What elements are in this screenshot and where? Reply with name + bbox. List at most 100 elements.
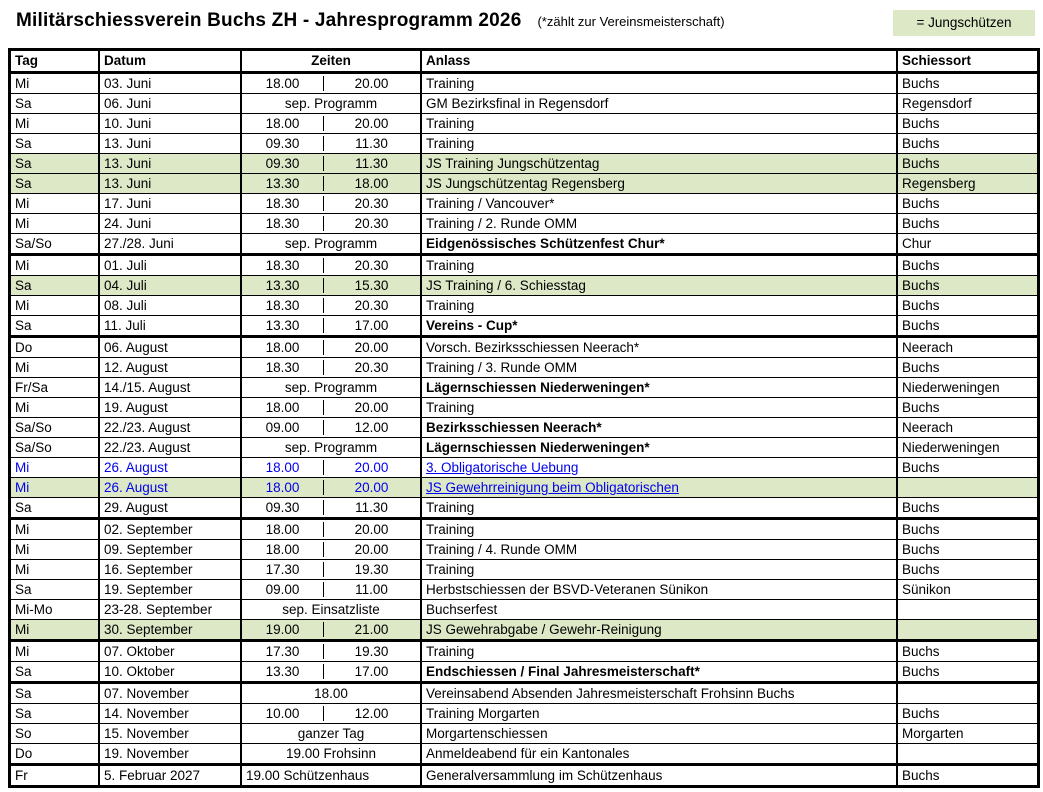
zeit-end-cell: 19.30	[323, 642, 423, 662]
anlass-cell: Training / Vancouver*	[422, 194, 899, 214]
datum-cell: 11. Juli	[100, 316, 242, 338]
anlass-cell: Lägernschiessen Niederweningen*	[422, 438, 899, 458]
zeit-end-cell: 20.30	[323, 256, 423, 276]
zeit-start-cell: 17.30	[242, 560, 323, 580]
zeit-cell: 19.00 Schützenhaus	[242, 766, 423, 785]
datum-cell: 27./28. Juni	[100, 234, 242, 256]
anlass-cell[interactable]: 3. Obligatorische Uebung	[422, 458, 899, 478]
page-subtitle: (*zählt zur Vereinsmeisterschaft)	[537, 14, 725, 29]
table-row: Mi 12. August 18.30 20.30 Training / 3. Rund…	[11, 358, 1038, 378]
datum-cell: 07. Oktober	[100, 642, 242, 662]
zeit-cell: sep. Programm	[242, 378, 423, 398]
zeit-start-cell: 13.30	[242, 662, 323, 684]
zeit-start-cell: 18.00	[242, 74, 323, 94]
tag-cell: Mi	[11, 458, 100, 478]
zeit-end-cell: 12.00	[323, 418, 423, 438]
datum-cell: 06. August	[100, 338, 242, 358]
zeit-start-cell: 18.30	[242, 358, 323, 378]
schiessort-cell: Buchs	[898, 194, 1038, 214]
anlass-cell: Training / 3. Runde OMM	[422, 358, 899, 378]
table-row: Mi 19. August 18.00 20.00 Training Buchs	[11, 398, 1038, 418]
schiessort-cell: Buchs	[898, 398, 1038, 418]
schiessort-cell: Buchs	[898, 276, 1038, 296]
anlass-cell: Endschiessen / Final Jahresmeisterschaft…	[422, 662, 899, 684]
tag-cell: Sa	[11, 498, 100, 520]
datum-cell: 06. Juni	[100, 94, 242, 114]
zeit-end-cell: 20.30	[323, 194, 423, 214]
schiessort-cell: Buchs	[898, 704, 1038, 724]
datum-cell: 19. November	[100, 744, 242, 766]
tag-cell: Mi	[11, 358, 100, 378]
zeit-end-cell: 20.00	[323, 520, 423, 540]
anlass-cell: Training / 4. Runde OMM	[422, 540, 899, 560]
tag-cell: So	[11, 724, 100, 744]
col-header-datum: Datum	[100, 51, 242, 74]
zeit-end-cell: 15.30	[323, 276, 423, 296]
schiessort-cell: Buchs	[898, 520, 1038, 540]
jungschuetzen-legend: = Jungschützen	[893, 10, 1035, 36]
col-header-zeiten: Zeiten	[242, 51, 423, 74]
tag-cell: Mi	[11, 540, 100, 560]
datum-cell: 03. Juni	[100, 74, 242, 94]
table-row: Mi 26. August 18.00 20.00 3. Obligatorische …	[11, 458, 1038, 478]
tag-cell: Mi	[11, 642, 100, 662]
datum-cell: 16. September	[100, 560, 242, 580]
tag-cell: Sa/So	[11, 438, 100, 458]
col-header-tag: Tag	[11, 51, 100, 74]
tag-cell: Mi	[11, 214, 100, 234]
zeit-start-cell: 13.30	[242, 316, 323, 338]
zeit-end-cell: 17.00	[323, 662, 423, 684]
schiessort-cell: Buchs	[898, 154, 1038, 174]
schiessort-cell	[898, 600, 1038, 620]
datum-cell: 19. August	[100, 398, 242, 418]
schiessort-cell: Neerach	[898, 338, 1038, 358]
zeit-cell: ganzer Tag	[242, 724, 423, 744]
schiessort-cell: Neerach	[898, 418, 1038, 438]
anlass-cell: Training	[422, 134, 899, 154]
page-header: Militärschiessverein Buchs ZH - Jahrespr…	[16, 10, 725, 32]
schiessort-cell: Buchs	[898, 540, 1038, 560]
zeit-start-cell: 18.00	[242, 114, 323, 134]
table-row: Mi 26. August 18.00 20.00 JS Gewehrreinigung…	[11, 478, 1038, 498]
schiessort-cell: Regensdorf	[898, 94, 1038, 114]
table-row: Fr/Sa 14./15. August sep. Programm Lägernsc…	[11, 378, 1038, 398]
schiessort-cell: Buchs	[898, 458, 1038, 478]
zeit-start-cell: 09.30	[242, 498, 323, 520]
zeit-end-cell: 20.00	[323, 540, 423, 560]
anlass-cell: Training Morgarten	[422, 704, 899, 724]
zeit-start-cell: 18.30	[242, 214, 323, 234]
tag-cell: Sa	[11, 154, 100, 174]
anlass-cell[interactable]: JS Gewehrreinigung beim Obligatorischen	[422, 478, 899, 498]
zeit-end-cell: 20.30	[323, 214, 423, 234]
datum-cell: 26. August	[100, 458, 242, 478]
zeit-end-cell: 19.30	[323, 560, 423, 580]
datum-cell: 10. Juni	[100, 114, 242, 134]
schiessort-cell: Chur	[898, 234, 1038, 256]
zeit-end-cell: 17.00	[323, 316, 423, 338]
datum-cell: 04. Juli	[100, 276, 242, 296]
zeit-end-cell: 18.00	[323, 174, 423, 194]
anlass-cell: Eidgenössisches Schützenfest Chur*	[422, 234, 899, 256]
datum-cell: 5. Februar 2027	[100, 766, 242, 785]
tag-cell: Mi	[11, 296, 100, 316]
schedule-body: Mi 03. Juni 18.00 20.00 Training Buchs Sa 06. J…	[11, 74, 1038, 785]
tag-cell: Mi	[11, 520, 100, 540]
table-row: So 15. November ganzer Tag Morgartenschiess…	[11, 724, 1038, 744]
datum-cell: 15. November	[100, 724, 242, 744]
zeit-end-cell: 20.30	[323, 358, 423, 378]
datum-cell: 29. August	[100, 498, 242, 520]
tag-cell: Mi	[11, 560, 100, 580]
tag-cell: Fr	[11, 766, 100, 785]
zeit-end-cell: 20.30	[323, 296, 423, 316]
schedule-table: Tag Datum Zeiten Anlass Schiessort Mi 03.…	[8, 48, 1041, 788]
tag-cell: Sa	[11, 662, 100, 684]
tag-cell: Sa	[11, 134, 100, 154]
anlass-cell: Vereinsabend Absenden Jahresmeisterschaf…	[422, 684, 899, 704]
anlass-cell: Training	[422, 296, 899, 316]
table-row: Sa/So 27./28. Juni sep. Programm Eidgenössi…	[11, 234, 1038, 256]
tag-cell: Mi-Mo	[11, 600, 100, 620]
zeit-start-cell: 10.00	[242, 704, 323, 724]
schiessort-cell: Sünikon	[898, 580, 1038, 600]
anlass-cell: Morgartenschiessen	[422, 724, 899, 744]
tag-cell: Mi	[11, 478, 100, 498]
